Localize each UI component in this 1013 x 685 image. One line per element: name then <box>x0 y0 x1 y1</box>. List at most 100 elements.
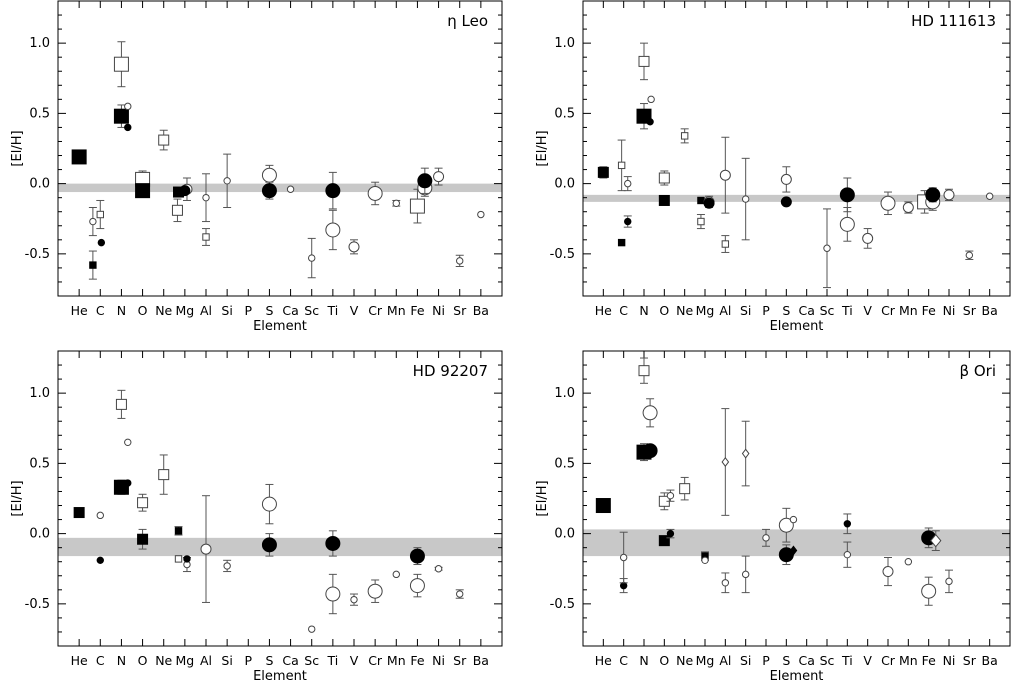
x-tick-label: Mg <box>696 653 715 668</box>
data-point-mn <box>392 570 400 579</box>
x-tick-label: Ti <box>841 653 853 668</box>
data-point-mg <box>183 555 191 563</box>
y-tick-label: 0.5 <box>554 456 575 471</box>
data-point-ti <box>325 535 341 551</box>
x-tick-label: Al <box>719 303 731 318</box>
panel-title: HD 92207 <box>413 362 488 380</box>
x-tick-label: Fe <box>410 303 425 318</box>
data-point-o <box>666 491 675 500</box>
x-tick-label: Ti <box>326 303 338 318</box>
x-tick-label: Ca <box>282 303 298 318</box>
panel-title: η Leo <box>447 12 488 30</box>
x-tick-label: He <box>595 653 612 668</box>
data-point-ba <box>477 210 485 219</box>
data-point-c <box>624 217 632 226</box>
panel-title: HD 111613 <box>911 12 996 30</box>
x-tick-label: Ni <box>432 303 445 318</box>
data-point-o <box>666 529 675 538</box>
x-tick-label: Ca <box>798 653 814 668</box>
x-tick-label: Fe <box>410 653 425 668</box>
x-tick-label: P <box>245 653 253 668</box>
data-point-s <box>780 173 792 185</box>
x-tick-label: V <box>863 653 872 668</box>
data-point-c <box>96 511 104 520</box>
data-point-ti <box>325 183 341 199</box>
data-point-o <box>137 533 149 545</box>
x-tick-label: Si <box>221 303 232 318</box>
y-tick-label: 0.5 <box>554 106 575 121</box>
data-point-ti <box>325 222 341 238</box>
data-point-c <box>97 238 106 247</box>
x-tick-label: N <box>639 303 648 318</box>
data-point-c <box>624 179 632 188</box>
data-point-c <box>619 581 628 590</box>
x-tick-label: P <box>245 303 253 318</box>
x-tick-label: Sc <box>304 653 319 668</box>
data-point-sr <box>965 251 974 259</box>
plot-frame <box>57 0 503 297</box>
y-tick-label: -0.5 <box>25 247 50 262</box>
x-tick-label: He <box>71 303 88 318</box>
x-tick-label: Sc <box>820 303 835 318</box>
data-point-mn <box>904 558 913 566</box>
data-point-ti <box>843 550 852 559</box>
data-point-s <box>261 183 277 199</box>
x-tick-label: Al <box>200 653 212 668</box>
x-tick-label: V <box>863 303 872 318</box>
data-point-ti <box>843 520 852 528</box>
data-point-n <box>115 398 127 410</box>
chart-panel-1: 1.0 0.5 0.0 -0.5 He C N O Ne Mg Al Si P S Ca Sc Ti V Cr Mn F… <box>10 0 503 334</box>
data-point-fe <box>417 173 433 189</box>
data-point-cr <box>880 195 896 211</box>
x-tick-label: Ni <box>943 653 956 668</box>
data-point-ne <box>680 132 689 140</box>
data-point-mn <box>902 202 914 213</box>
data-point-o <box>658 535 670 547</box>
x-tick-label: O <box>138 303 148 318</box>
data-point-ne <box>158 469 170 481</box>
x-tick-label: S <box>265 303 273 318</box>
data-point-al <box>719 169 731 181</box>
x-tick-label: Sr <box>963 653 977 668</box>
x-tick-label: Fe <box>922 303 937 318</box>
y-axis-label: [El/H] <box>10 480 25 516</box>
data-point-o <box>658 194 670 206</box>
data-point-n <box>113 108 129 124</box>
plot-frame <box>582 0 1011 297</box>
y-tick-label: -0.5 <box>550 597 575 612</box>
data-point-p <box>762 534 770 542</box>
data-point-n <box>638 365 650 377</box>
y-tick-label: -0.5 <box>25 597 50 612</box>
data-point-mg <box>174 527 183 535</box>
y-tick-label: 1.0 <box>554 386 575 401</box>
data-point-s <box>789 515 798 524</box>
data-point-mg <box>697 196 705 205</box>
x-tick-label: P <box>762 653 770 668</box>
data-point-n <box>124 438 132 447</box>
x-tick-label: Mg <box>696 303 715 318</box>
data-point-cr <box>367 583 383 599</box>
data-point-si <box>741 195 750 203</box>
x-tick-label: Ca <box>282 653 298 668</box>
x-tick-label: Mn <box>899 303 918 318</box>
y-tick-label: 0.0 <box>554 527 575 542</box>
data-point-ni <box>943 189 955 201</box>
x-tick-label: Fe <box>922 653 937 668</box>
x-tick-label: Sr <box>963 303 977 318</box>
data-point-ti <box>839 187 855 203</box>
x-tick-label: Ne <box>676 303 693 318</box>
x-tick-label: V <box>350 653 359 668</box>
data-point-ti <box>325 586 341 602</box>
data-point-fe <box>409 198 425 214</box>
x-tick-label: N <box>117 303 126 318</box>
x-tick-label: Ba <box>473 303 489 318</box>
x-tick-label: Ni <box>432 653 445 668</box>
data-point-n <box>647 95 655 104</box>
x-tick-label: Mn <box>387 653 406 668</box>
x-tick-label: S <box>265 653 273 668</box>
data-point-n <box>638 55 650 67</box>
y-tick-label: 1.0 <box>29 36 50 51</box>
data-point-fe <box>930 533 942 548</box>
data-point-al <box>202 233 210 241</box>
